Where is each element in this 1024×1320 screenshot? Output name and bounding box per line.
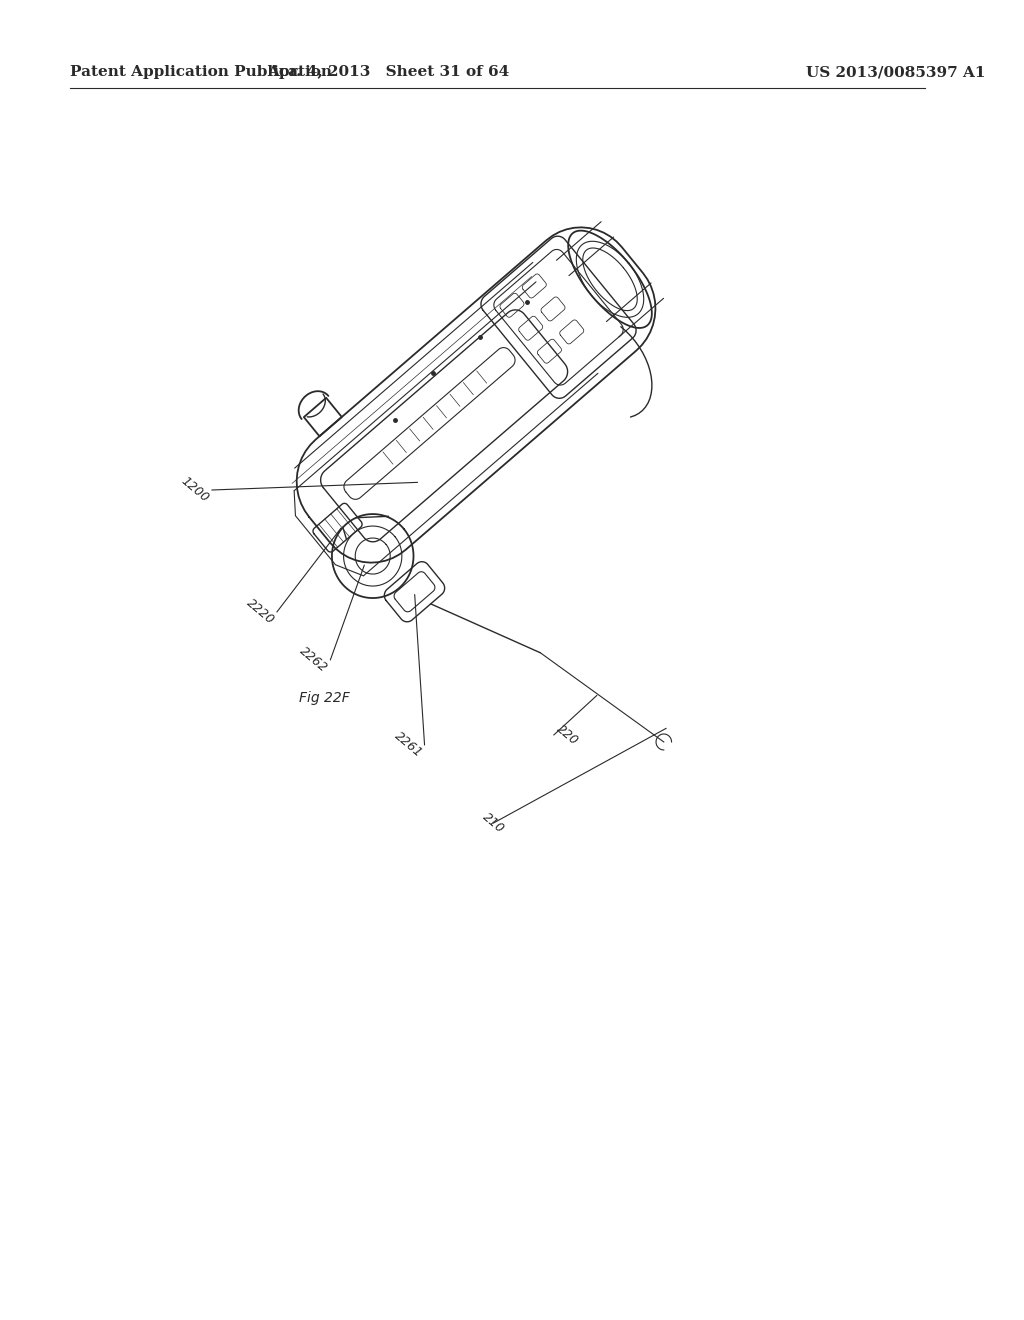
Text: US 2013/0085397 A1: US 2013/0085397 A1 xyxy=(806,65,986,79)
Text: 220: 220 xyxy=(554,722,581,747)
Text: 2262: 2262 xyxy=(297,644,331,676)
Text: 1200: 1200 xyxy=(179,475,212,506)
Text: 2220: 2220 xyxy=(244,597,276,627)
Text: 210: 210 xyxy=(480,810,507,836)
Text: 2261: 2261 xyxy=(392,730,425,760)
Text: Fig 22F: Fig 22F xyxy=(299,690,350,705)
Text: Apr. 4, 2013  Sheet 31 of 64: Apr. 4, 2013 Sheet 31 of 64 xyxy=(267,65,510,79)
Text: Patent Application Publication: Patent Application Publication xyxy=(70,65,332,79)
